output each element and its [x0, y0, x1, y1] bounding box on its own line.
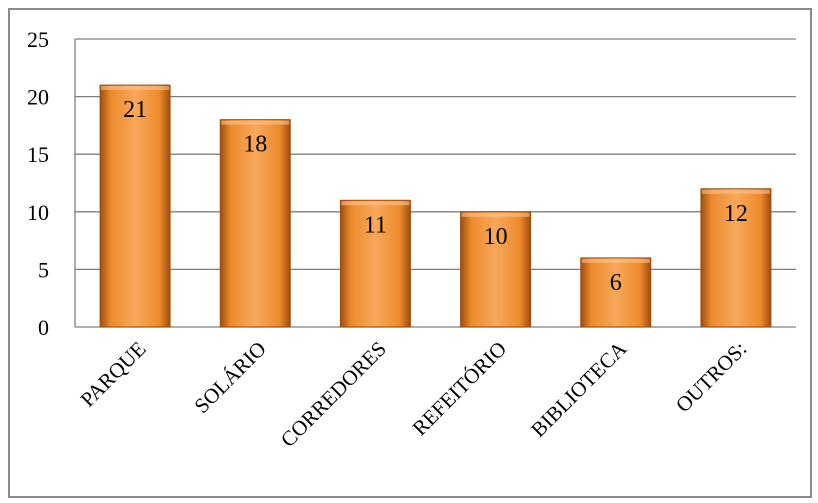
bar-highlight [341, 201, 410, 206]
data-label: 21 [123, 97, 147, 123]
bar-highlight [101, 86, 170, 91]
bar-highlight [701, 189, 770, 194]
data-label: 6 [610, 270, 622, 296]
data-label: 10 [484, 224, 508, 250]
x-axis-category-labels: PARQUE SOLÁRIO CORREDORES REFEITÓRIO BIBLIOT… [76, 336, 752, 452]
bar-highlight [581, 258, 650, 263]
bar-solário [219, 119, 291, 328]
data-label: 11 [364, 212, 387, 238]
bars [99, 84, 772, 328]
data-labels: 21 18 11 10 6 12 [123, 97, 748, 296]
bar-corredores [339, 199, 411, 328]
bar-parque [99, 84, 171, 328]
x-category-label: SOLÁRIO [189, 337, 270, 418]
y-tick-label: 20 [27, 85, 49, 110]
gridlines [74, 38, 796, 328]
x-category-label: OUTROS: [671, 337, 752, 418]
bar-refeitório [460, 211, 532, 328]
x-category-label: CORREDORES [276, 337, 391, 452]
bar-highlight [461, 212, 530, 217]
y-axis-tick-labels: 0 5 10 15 20 25 [27, 27, 49, 340]
data-label: 18 [243, 132, 267, 158]
y-tick-label: 5 [38, 257, 49, 282]
y-tick-label: 15 [27, 142, 49, 167]
y-tick-label: 0 [38, 315, 49, 340]
y-tick-label: 25 [27, 27, 49, 52]
bar-outros [700, 188, 772, 328]
x-category-label: REFEITÓRIO [408, 337, 512, 441]
bar-biblioteca [580, 257, 652, 328]
data-label: 12 [724, 201, 748, 227]
bar-highlight [221, 120, 290, 125]
x-category-label: BIBLIOTECA [526, 336, 632, 442]
x-category-label: PARQUE [76, 337, 151, 412]
y-tick-label: 10 [27, 200, 49, 225]
